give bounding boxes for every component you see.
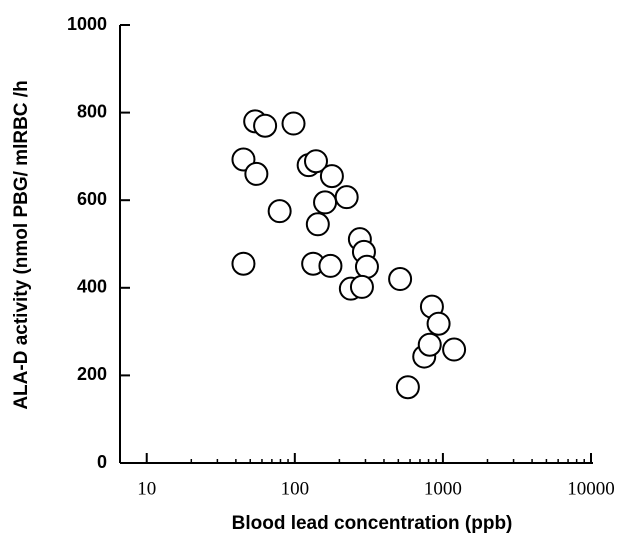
point (417, 332, 442, 357)
x-axis-label: Blood lead concentration (ppb) (232, 513, 513, 534)
point (267, 199, 292, 224)
point (231, 251, 256, 276)
y-tick-label: 800 (77, 101, 107, 121)
point (334, 185, 359, 210)
point (305, 212, 330, 237)
x-tick-label: 1000 (424, 478, 462, 499)
point (426, 311, 451, 336)
y-tick-label: 600 (77, 189, 107, 209)
x-tick-label: 100 (281, 478, 310, 499)
point (303, 149, 328, 174)
y-tick-label: 200 (77, 364, 107, 384)
point (318, 253, 343, 278)
point (253, 113, 278, 138)
point (388, 267, 413, 292)
y-axis-label: ALA-D activity (nmol PBG/ mlRBC /h (11, 80, 32, 409)
point (395, 375, 420, 400)
point (313, 190, 338, 215)
y-tick-label: 0 (97, 452, 107, 472)
point (442, 337, 467, 362)
y-tick-label: 400 (77, 277, 107, 297)
point (319, 164, 344, 189)
x-tick-label: 10000 (567, 478, 615, 499)
point (281, 111, 306, 136)
y-tick-label: 1000 (67, 14, 107, 34)
point (349, 274, 374, 299)
x-tick-label: 10 (137, 478, 156, 499)
point (244, 161, 269, 186)
point (354, 254, 379, 279)
